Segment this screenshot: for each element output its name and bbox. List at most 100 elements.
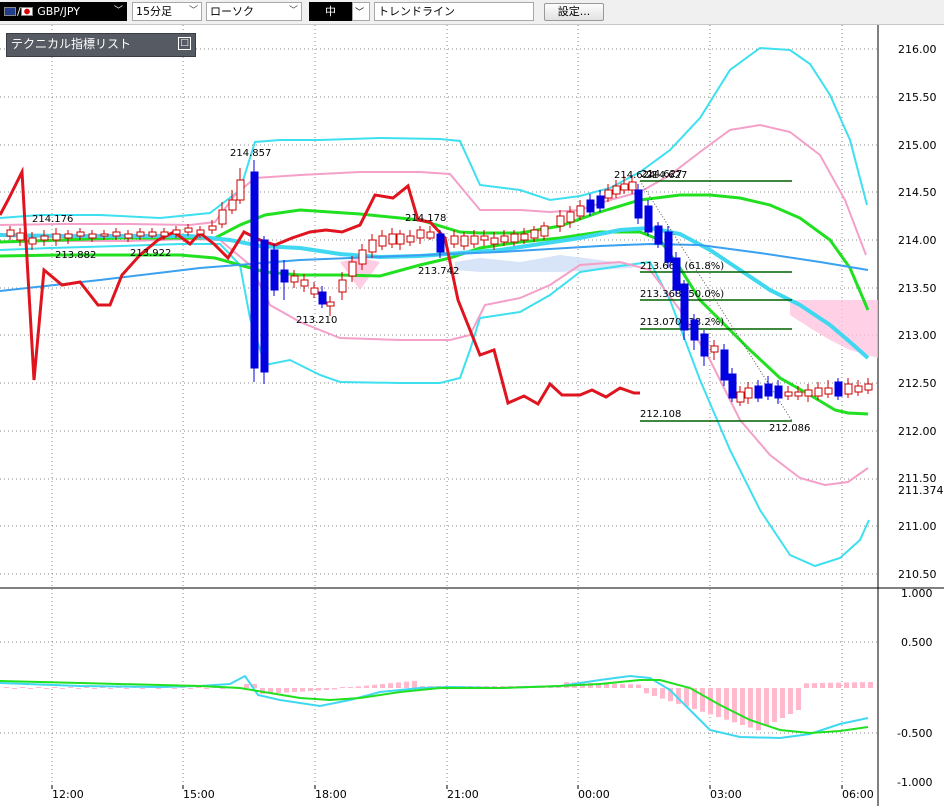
size-dropdown-arrow[interactable]: ﹀ (352, 2, 370, 21)
fib-level-618: 213.665 (61.8%) (640, 261, 724, 272)
bullish-candle (396, 233, 405, 245)
draw-tool-label: トレンドライン (378, 5, 455, 18)
envelope-bands (0, 123, 869, 487)
time-tick: 21:00 (447, 788, 479, 801)
histogram-bar (396, 682, 401, 688)
chart-type-label: ローソク (210, 5, 254, 18)
histogram-bar (620, 684, 625, 688)
bullish-candle (160, 231, 169, 237)
bullish-candle (566, 211, 575, 223)
bullish-candle (460, 235, 469, 247)
histogram-bar (756, 688, 761, 731)
histogram-bar (660, 688, 665, 699)
histogram-bar (860, 682, 865, 688)
bullish-candle (710, 345, 719, 353)
bullish-candle (736, 391, 745, 403)
histogram-bar (844, 682, 849, 688)
bullish-candle (426, 231, 435, 239)
currency-pair-select[interactable]: / GBP/JPY ﹀ (0, 2, 127, 21)
bullish-candle (28, 237, 37, 245)
main-chart-bg (0, 25, 878, 588)
osc-tick: 0.500 (901, 636, 933, 649)
chevron-down-icon: ﹀ (113, 6, 123, 16)
time-tick: 03:00 (710, 788, 742, 801)
histogram-bar (340, 687, 345, 688)
bullish-candle (794, 391, 803, 397)
histogram-bar (316, 688, 321, 691)
bullish-candle (310, 287, 319, 295)
settings-button[interactable]: 設定... (544, 3, 604, 21)
histogram-bar (764, 688, 769, 726)
histogram-bar (196, 687, 201, 688)
histogram-bar (108, 688, 113, 689)
signal-line (0, 679, 869, 735)
histogram-bar (804, 683, 809, 688)
bullish-candle (416, 229, 425, 239)
fib-low-label: 212.108 (640, 409, 681, 420)
chart-type-select[interactable]: ローソク ﹀ (206, 2, 302, 21)
histogram-bar (156, 688, 161, 689)
bullish-candle (556, 215, 565, 227)
bearish-candle (634, 189, 643, 219)
histogram-bar (4, 687, 9, 688)
bullish-candle (540, 225, 549, 237)
histogram-bar (748, 688, 753, 728)
size-select[interactable]: 中 (309, 2, 352, 21)
price-tick: 213.50 (898, 282, 937, 295)
price-tick: 211.00 (898, 520, 937, 533)
price-label-high: 214.176 (32, 214, 73, 225)
histogram-bar (708, 688, 713, 715)
bullish-candle (470, 235, 479, 245)
bullish-candle (744, 387, 753, 399)
histogram-bar (348, 687, 353, 688)
size-label: 中 (325, 5, 336, 18)
bullish-candle (844, 383, 853, 395)
bullish-candle (290, 275, 299, 283)
histogram-bar (716, 688, 721, 718)
histogram-bar (116, 687, 121, 688)
price-tick: 213.00 (898, 329, 937, 342)
chevron-down-icon: ﹀ (188, 6, 198, 16)
histogram-bar (12, 688, 17, 689)
histogram-bar (60, 688, 65, 689)
bullish-candle (490, 237, 499, 245)
histogram-bar (836, 682, 841, 688)
histogram-bar (172, 688, 177, 689)
bullish-candle (76, 231, 85, 237)
histogram-bar (732, 688, 737, 723)
histogram-bar (124, 688, 129, 689)
histogram-bar (292, 688, 297, 692)
chart-canvas[interactable]: 214.627 213.665 (61.8%) 213.368 (50.0%) … (0, 25, 944, 806)
bearish-candle (654, 225, 663, 245)
timeframe-label: 15分足 (136, 5, 172, 18)
histogram-bar (220, 688, 225, 689)
bearish-candle (754, 385, 763, 399)
bullish-candle (208, 225, 217, 231)
bullish-candle (604, 189, 613, 199)
histogram-bar (52, 687, 57, 688)
price-label-high: 214.857 (230, 148, 271, 159)
panel-toggle-icon[interactable]: □ (178, 37, 191, 50)
histogram-bar (796, 688, 801, 710)
bullish-candle (784, 391, 793, 397)
histogram-bar (324, 688, 329, 690)
draw-tool-field[interactable]: トレンドライン (374, 2, 534, 21)
histogram-bar (684, 688, 689, 707)
bullish-candle (368, 239, 377, 253)
histogram-bar (92, 688, 97, 689)
bearish-candle (280, 269, 289, 283)
bearish-candle (690, 319, 699, 341)
bullish-candle (172, 229, 181, 235)
histogram-bar (868, 682, 873, 688)
price-tick: 215.50 (898, 91, 937, 104)
bullish-candle (854, 385, 863, 393)
histogram-bar (636, 684, 641, 688)
current-price-label: 211.374 (898, 484, 944, 497)
histogram-bar (628, 684, 633, 688)
bullish-candle (100, 233, 109, 237)
indicator-list-panel[interactable]: テクニカル指標リスト □ (6, 33, 196, 57)
bearish-candle (720, 349, 729, 381)
osc-tick: 1.000 (901, 587, 933, 600)
timeframe-select[interactable]: 15分足 ﹀ (132, 2, 202, 21)
bullish-candle (148, 231, 157, 237)
